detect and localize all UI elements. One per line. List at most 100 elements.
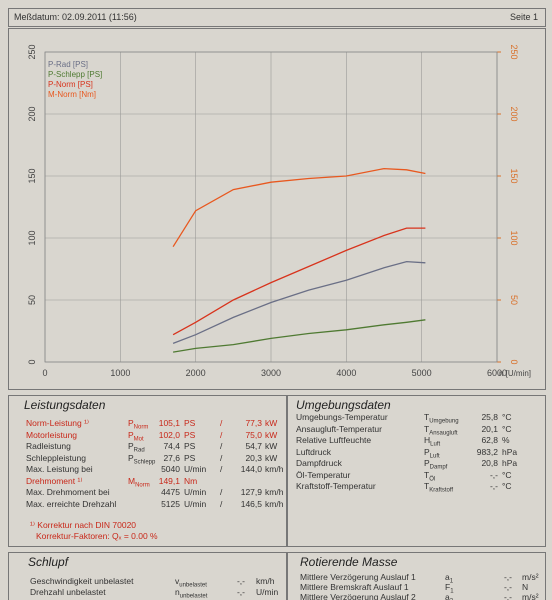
row-symbol: PSchlepp — [128, 453, 155, 466]
page-number: Seite 1 — [509, 12, 538, 22]
row-unit: km/h — [265, 464, 284, 474]
symbol-sub: 1 — [450, 588, 454, 595]
x-tick-label: 0 — [42, 368, 47, 378]
row-unit: hPa — [502, 458, 518, 468]
row-symbol: a2 — [445, 592, 453, 600]
y-tick-label: 150 — [27, 168, 37, 183]
row-unit: PS — [184, 441, 196, 451]
y2-tick-label: 250 — [509, 44, 519, 59]
symbol: P — [128, 418, 134, 428]
row-label: Ansaugluft-Temperatur — [296, 423, 382, 434]
row-label: Mittlere Verzögerung Auslauf 2 — [300, 592, 416, 600]
row-value: 20,3 — [245, 452, 262, 463]
symbol-sub: unbelastet — [179, 582, 207, 589]
x-tick-label: 1000 — [110, 368, 130, 378]
series-line — [172, 260, 426, 345]
y-tick-label: 200 — [27, 106, 37, 121]
legend-entry: P-Norm [PS] — [48, 80, 93, 89]
row-unit: % — [502, 435, 510, 445]
row-label: Dampfdruck — [296, 458, 342, 468]
note: ¹⁾ Korrektur nach DIN 70020 — [30, 520, 137, 530]
series-line — [172, 227, 426, 336]
symbol: P — [128, 429, 134, 440]
row-label: Radleistung — [26, 441, 71, 451]
row-value: 146,5 — [240, 498, 262, 509]
symbol-sub: Kraftstoff — [429, 487, 454, 494]
row-separator: / — [220, 498, 223, 509]
symbol-sub: Norm — [135, 482, 150, 489]
row-unit: kW — [265, 441, 278, 451]
symbol: T — [424, 469, 430, 480]
section-title: Rotierende Masse — [300, 555, 398, 569]
row-label: Mittlere Bremskraft Auslauf 1 — [300, 582, 409, 592]
x-tick-label: 4000 — [336, 368, 356, 378]
y2-tick-label: 100 — [509, 230, 519, 245]
symbol: H — [424, 435, 431, 445]
symbol-sub: 1 — [449, 578, 454, 585]
row-value: 127,9 — [240, 487, 262, 497]
x-tick-label: 2000 — [186, 368, 206, 378]
umgebung-box — [286, 395, 546, 547]
symbol: F — [445, 582, 451, 592]
row-separator: / — [220, 464, 223, 474]
row-label: Kraftstoff-Temperatur — [296, 481, 376, 491]
symbol: n — [175, 587, 180, 597]
row-value: -,- — [236, 587, 245, 597]
header-title: Meßdatum: 02.09.2011 (11:56) — [14, 12, 137, 22]
row-value: -,- — [503, 572, 512, 582]
row-value: 75,0 — [245, 429, 262, 440]
y2-tick-label: 0 — [509, 359, 519, 364]
symbol: M — [128, 475, 136, 486]
row-unit: hPa — [502, 446, 518, 457]
row-separator: / — [220, 418, 223, 428]
row-unit: kW — [265, 452, 278, 463]
row-value: 5125 — [161, 498, 180, 509]
symbol: P — [424, 446, 430, 457]
y-tick-label: 50 — [27, 295, 37, 305]
row-value: -,- — [503, 582, 512, 592]
row-unit: Nm — [184, 475, 198, 486]
row-label: Öl-Temperatur — [296, 469, 351, 480]
row-separator: / — [220, 441, 223, 451]
row-label: Norm-Leistung ¹⁾ — [26, 418, 90, 428]
series-line — [172, 167, 426, 248]
row-value: -,- — [503, 592, 512, 600]
row-label: Mittlere Verzögerung Auslauf 1 — [300, 572, 416, 582]
row-value: 105,1 — [158, 418, 180, 428]
row-label: Motorleistung — [26, 429, 78, 440]
x-tick-label: 3000 — [261, 368, 281, 378]
row-symbol: TAnsaugluft — [424, 424, 458, 437]
legend-entry: M-Norm [Nm] — [48, 90, 96, 99]
section-title: Leistungsdaten — [24, 398, 106, 412]
row-unit: U/min — [184, 464, 207, 474]
symbol: T — [424, 423, 430, 434]
section-title: Umgebungsdaten — [296, 398, 391, 412]
row-value: 77,3 — [245, 418, 262, 428]
row-unit: °C — [502, 481, 512, 491]
row-value: 54,7 — [245, 441, 262, 451]
row-symbol: PNorm — [128, 418, 148, 431]
row-value: 102,0 — [158, 429, 180, 440]
y-tick-label: 250 — [27, 44, 37, 59]
row-label: Drehzahl unbelastet — [30, 587, 106, 597]
row-symbol: a1 — [445, 572, 453, 585]
y2-tick-label: 50 — [509, 295, 519, 305]
row-value: -,- — [489, 481, 498, 491]
masse-box — [286, 552, 546, 600]
y-tick-label: 100 — [27, 230, 37, 245]
row-value: 5040 — [161, 464, 180, 474]
row-label: Relative Luftfeuchte — [296, 435, 372, 445]
section-title: Schlupf — [28, 555, 69, 569]
row-separator: / — [220, 487, 223, 497]
symbol-sub: Rad — [133, 447, 145, 454]
symbol: T — [424, 412, 430, 422]
row-unit: km/h — [265, 498, 284, 509]
row-symbol: PLuft — [424, 447, 440, 460]
symbol: a — [445, 592, 450, 600]
row-symbol: PMot — [128, 430, 144, 443]
row-unit: U/min — [184, 498, 207, 509]
x-tick-label: 6000 — [487, 368, 507, 378]
series-line — [172, 319, 426, 353]
legend-entry: P-Rad [PS] — [48, 60, 88, 69]
